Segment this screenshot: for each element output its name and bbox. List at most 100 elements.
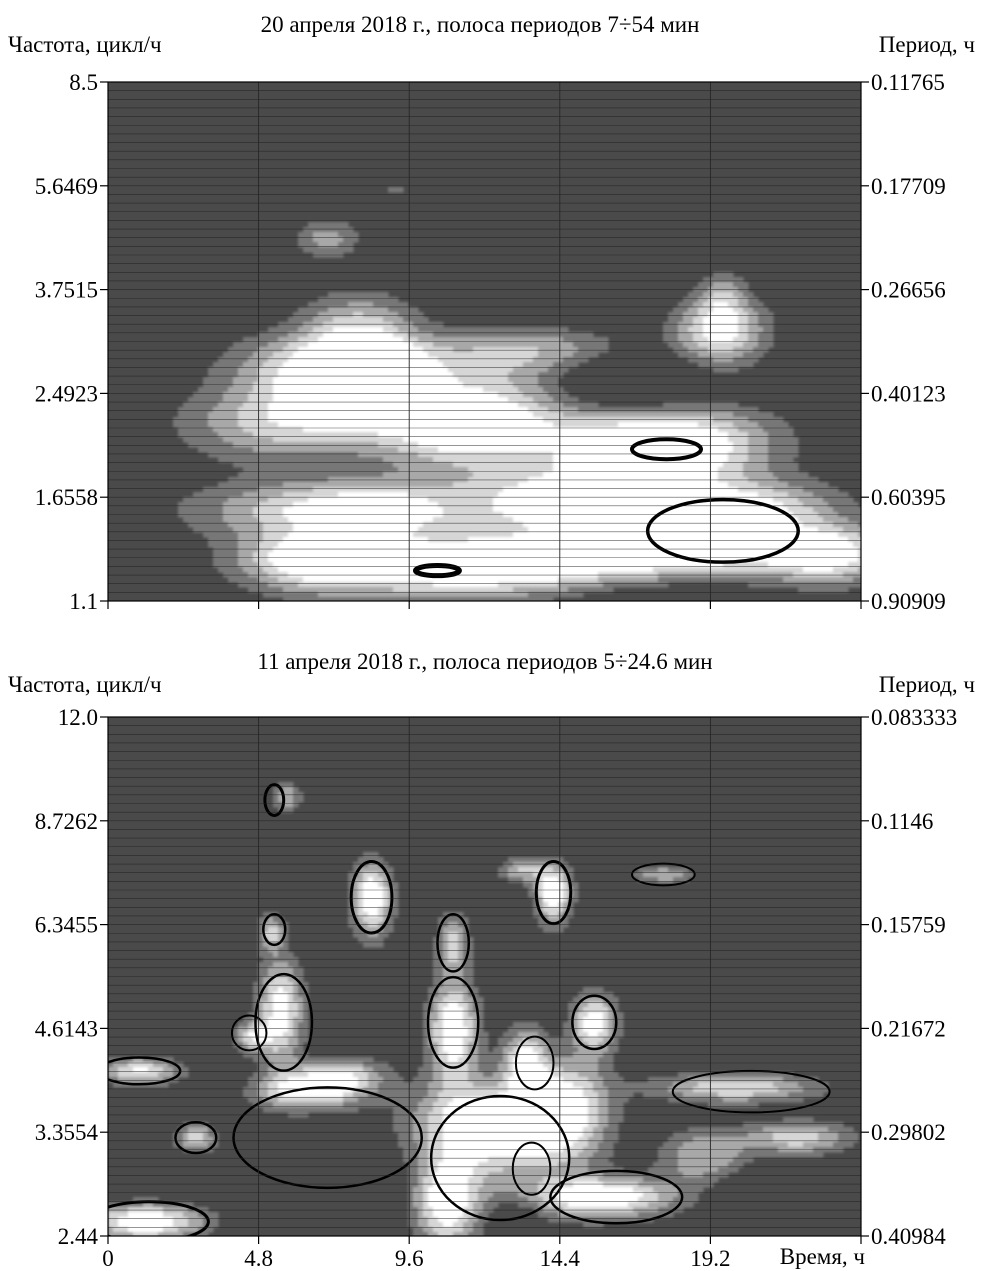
heat-cell xyxy=(378,482,384,488)
heat-cell xyxy=(428,417,434,423)
heat-cell xyxy=(553,417,559,423)
heat-cell xyxy=(748,322,754,328)
heat-cell xyxy=(653,507,659,513)
heat-cell xyxy=(738,462,744,468)
heat-cell xyxy=(608,472,614,478)
heat-cell xyxy=(583,332,589,338)
heat-cell xyxy=(228,522,234,528)
heat-cell xyxy=(703,307,709,313)
heat-cell xyxy=(778,522,784,528)
heat-cell xyxy=(553,422,559,428)
heat-cell xyxy=(563,432,569,438)
heat-cell xyxy=(443,387,449,393)
heat-cell xyxy=(518,422,524,428)
heat-cell xyxy=(523,457,529,463)
heat-cell xyxy=(603,452,609,458)
heat-cell xyxy=(368,442,374,448)
heat-cell xyxy=(358,487,364,493)
heat-cell xyxy=(408,452,414,458)
heat-cell xyxy=(743,522,749,528)
heat-cell xyxy=(498,352,504,358)
heat-cell xyxy=(328,317,334,323)
heat-cell xyxy=(788,497,794,503)
heat-cell xyxy=(538,517,544,523)
heat-cell xyxy=(563,502,569,508)
heat-cell xyxy=(598,517,604,523)
heat-cell xyxy=(263,422,269,428)
heat-cell xyxy=(553,332,559,338)
heat-cell xyxy=(243,457,249,463)
heat-cell xyxy=(773,432,779,438)
heat-cell xyxy=(523,337,529,343)
heat-cell xyxy=(778,442,784,448)
heat-cell xyxy=(193,412,199,418)
heat-cell xyxy=(203,392,209,398)
heat-cell xyxy=(393,527,399,533)
heat-cell xyxy=(583,427,589,433)
heat-cell xyxy=(368,492,374,498)
heat-cell xyxy=(248,367,254,373)
heat-cell xyxy=(283,327,289,333)
heat-cell xyxy=(358,497,364,503)
heat-cell xyxy=(408,362,414,368)
heat-cell xyxy=(463,532,469,538)
heat-cell xyxy=(478,487,484,493)
heat-cell xyxy=(223,377,229,383)
heat-cell xyxy=(368,322,374,328)
heat-cell xyxy=(483,447,489,453)
heat-cell xyxy=(423,332,429,338)
heat-cell xyxy=(713,482,719,488)
heat-cell xyxy=(393,377,399,383)
heat-cell xyxy=(593,492,599,498)
heat-cell xyxy=(638,467,644,473)
heat-cell xyxy=(508,522,514,528)
heat-cell xyxy=(333,352,339,358)
heat-cell xyxy=(813,522,819,528)
heat-cell xyxy=(303,347,309,353)
heat-cell xyxy=(678,327,684,333)
heat-cell xyxy=(338,407,344,413)
heat-cell xyxy=(188,497,194,503)
heat-cell xyxy=(833,507,839,513)
heat-cell xyxy=(738,292,744,298)
heat-cell xyxy=(678,342,684,348)
heat-cell xyxy=(438,492,444,498)
heat-cell xyxy=(518,367,524,373)
heat-cell xyxy=(653,487,659,493)
heat-cell xyxy=(683,347,689,353)
heat-cell xyxy=(268,447,274,453)
heat-cell xyxy=(453,507,459,513)
heat-cell xyxy=(403,332,409,338)
heat-cell xyxy=(528,372,534,378)
heat-cell xyxy=(373,532,379,538)
heat-cell xyxy=(618,517,624,523)
heat-cell xyxy=(533,447,539,453)
heat-cell xyxy=(608,522,614,528)
heat-cell xyxy=(398,497,404,503)
heat-cell xyxy=(593,532,599,538)
heat-cell xyxy=(343,507,349,513)
heat-cell xyxy=(278,492,284,498)
heat-cell xyxy=(338,492,344,498)
heat-cell xyxy=(333,242,339,248)
heat-cell xyxy=(688,307,694,313)
heat-cell xyxy=(598,467,604,473)
heat-cell xyxy=(618,422,624,428)
heat-cell xyxy=(783,442,789,448)
heat-cell xyxy=(203,447,209,453)
heat-cell xyxy=(498,417,504,423)
heat-cell xyxy=(218,357,224,363)
heat-cell xyxy=(288,352,294,358)
heat-cell xyxy=(553,342,559,348)
heat-cell xyxy=(303,352,309,358)
heat-cell xyxy=(228,442,234,448)
heat-cell xyxy=(298,532,304,538)
heat-cell xyxy=(263,412,269,418)
heat-cell xyxy=(678,467,684,473)
heat-cell xyxy=(423,392,429,398)
heat-cell xyxy=(508,437,514,443)
heat-cell xyxy=(538,507,544,513)
heat-cell xyxy=(473,527,479,533)
heat-cell xyxy=(578,332,584,338)
heat-cell xyxy=(703,437,709,443)
